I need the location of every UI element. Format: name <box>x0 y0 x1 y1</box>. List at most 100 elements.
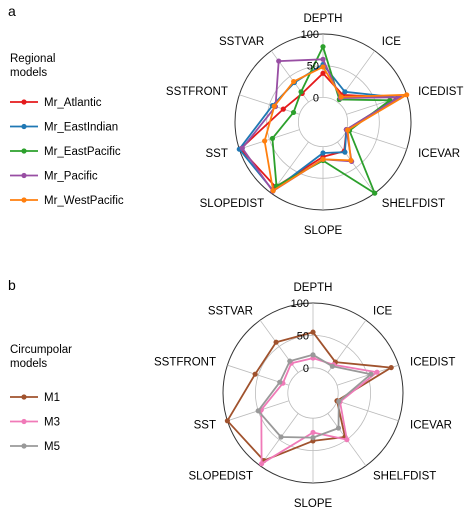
axis-label-depth: DEPTH <box>304 13 343 25</box>
legend-a: Regional models Mr_Atlantic Mr_EastIndian Mr… <box>10 53 124 207</box>
radar-series-a <box>236 44 410 196</box>
point-m1-sstvar <box>273 339 279 345</box>
axis-label-sstfront: SSTFRONT <box>166 86 228 98</box>
point-m5-slopedist <box>278 434 284 440</box>
axis-label-depth: DEPTH <box>294 282 333 294</box>
axis-label-sstvar: SSTVAR <box>219 36 264 48</box>
point-mr-westpacific-shelfdist <box>348 157 354 163</box>
point-m5-slope <box>310 435 316 441</box>
point-m5-sst <box>255 408 261 414</box>
legend-label-mr-pacific: Mr_Pacific <box>44 171 98 183</box>
point-m3-slope <box>310 429 316 436</box>
series-line-mr-atlantic <box>239 72 399 188</box>
point-m1-sstfront <box>252 371 258 377</box>
axis-label-sstfront: SSTFRONT <box>154 357 216 369</box>
legend-marker-mr-pacific <box>21 172 27 179</box>
point-mr-westpacific-depth <box>320 64 326 70</box>
point-mr-westpacific-icedist <box>404 92 410 98</box>
point-m5-ice <box>329 363 335 369</box>
axis-label-icevar: ICEVAR <box>410 420 452 432</box>
point-mr-westpacific-sst <box>262 138 268 144</box>
radar-series-b <box>224 329 394 467</box>
legend-label-m5: M5 <box>44 441 60 453</box>
point-mr-atlantic-depth <box>320 70 326 76</box>
axis-label-shelfdist: SHELFDIST <box>373 471 436 483</box>
axis-label-ice: ICE <box>382 36 402 48</box>
legend-marker-mr-westpacific <box>21 197 27 203</box>
axis-label-icevar: ICEVAR <box>418 148 460 160</box>
point-m3-shelfdist <box>344 436 350 443</box>
series-line-m5 <box>257 353 372 439</box>
point-mr-westpacific-slope <box>320 156 326 162</box>
point-mr-eastpacific-sst <box>269 135 276 142</box>
point-m3-icedist <box>374 369 380 375</box>
point-m1-icedist <box>388 364 394 371</box>
point-mr-eastpacific-shelfdist <box>372 190 378 196</box>
axis-label-sst: SST <box>194 420 216 432</box>
point-mr-pacific-depth <box>320 56 326 62</box>
legend-marker-m5 <box>21 443 27 449</box>
legend-marker-m3 <box>21 418 27 425</box>
legend-marker-mr-eastindian <box>21 123 27 130</box>
tick-label-50: 50 <box>297 330 309 342</box>
spoke-sst <box>239 129 300 150</box>
axis-label-icedist: ICEDIST <box>410 357 455 369</box>
point-m5-sstfront <box>277 379 283 385</box>
spoke-slopedist <box>259 413 299 467</box>
axis-label-slopedist: SLOPEDIST <box>188 471 253 483</box>
point-m3-slopedist <box>259 461 265 467</box>
legend-label-mr-atlantic: Mr_Atlantic <box>44 97 102 109</box>
legend-marker-mr-atlantic <box>21 99 27 105</box>
panel-a-letter: a <box>8 3 16 19</box>
panel-b: b 0 50 100 DEPTH ICE ICEDIST ICEVAR SHELFDIST SL… <box>8 277 455 510</box>
spoke-icevar <box>336 400 399 422</box>
legend-title: Regional <box>10 53 55 65</box>
point-mr-westpacific-ice <box>338 94 344 100</box>
point-mr-pacific-sstvar <box>276 58 282 64</box>
point-mr-eastindian-ice <box>342 89 348 95</box>
legend-title: Circumpolar <box>10 344 72 356</box>
spoke-icevar <box>346 129 407 150</box>
tick-label-100: 100 <box>301 29 319 41</box>
legend-label-m1: M1 <box>44 392 60 404</box>
point-mr-westpacific-slopedist <box>270 188 276 194</box>
legend-title: models <box>10 67 47 79</box>
point-m5-sstvar <box>287 358 293 364</box>
axis-label-slope: SLOPE <box>304 225 343 237</box>
grid-ring-0 <box>287 367 339 419</box>
point-mr-westpacific-sstfront <box>271 103 277 109</box>
point-mr-westpacific-sstvar <box>291 78 297 85</box>
tick-label-0: 0 <box>313 92 319 104</box>
legend-marker-mr-eastpacific <box>21 148 27 154</box>
axis-label-icedist: ICEDIST <box>418 86 463 98</box>
point-mr-eastindian-slope <box>320 150 326 156</box>
panel-a: a 0 50 100 DEPTH ICE ICEDIST ICEVAR SHELFDIST SL… <box>8 3 463 237</box>
point-mr-eastindian-shelfdist <box>342 149 348 155</box>
grid-ring-0 <box>297 96 349 148</box>
point-mr-pacific-sst <box>239 145 245 151</box>
legend-label-mr-westpacific: Mr_WestPacific <box>44 195 124 207</box>
axis-label-sstvar: SSTVAR <box>208 306 253 318</box>
radar-labels-b: 0 50 100 DEPTH ICE ICEDIST ICEVAR SHELFDIST SLOP… <box>154 282 455 510</box>
axis-label-slope: SLOPE <box>294 498 333 510</box>
point-m5-icedist <box>368 371 374 377</box>
series-line-m3 <box>260 357 378 465</box>
radar-labels-a: 0 50 100 DEPTH ICE ICEDIST ICEVAR SHELFDIST SLOP… <box>166 13 464 237</box>
point-m5-icevar <box>336 398 342 404</box>
point-mr-atlantic-sstfront <box>280 106 286 112</box>
legend-marker-m1 <box>21 394 27 400</box>
legend-b: Circumpolar models M1 M3 M5 <box>10 344 72 453</box>
point-mr-westpacific-icevar <box>345 127 351 133</box>
point-mr-eastpacific-depth <box>320 44 326 50</box>
legend-label-mr-eastpacific: Mr_EastPacific <box>44 146 121 158</box>
axis-label-sst: SST <box>206 148 228 160</box>
point-mr-eastpacific-sstfront <box>290 109 297 116</box>
axis-label-slopedist: SLOPEDIST <box>200 198 265 210</box>
point-m5-shelfdist <box>335 425 342 431</box>
tick-label-0: 0 <box>303 363 309 375</box>
panel-b-letter: b <box>8 277 16 293</box>
spoke-sstfront <box>239 94 300 115</box>
point-m1-sst <box>224 418 231 424</box>
tick-label-100: 100 <box>291 298 309 310</box>
